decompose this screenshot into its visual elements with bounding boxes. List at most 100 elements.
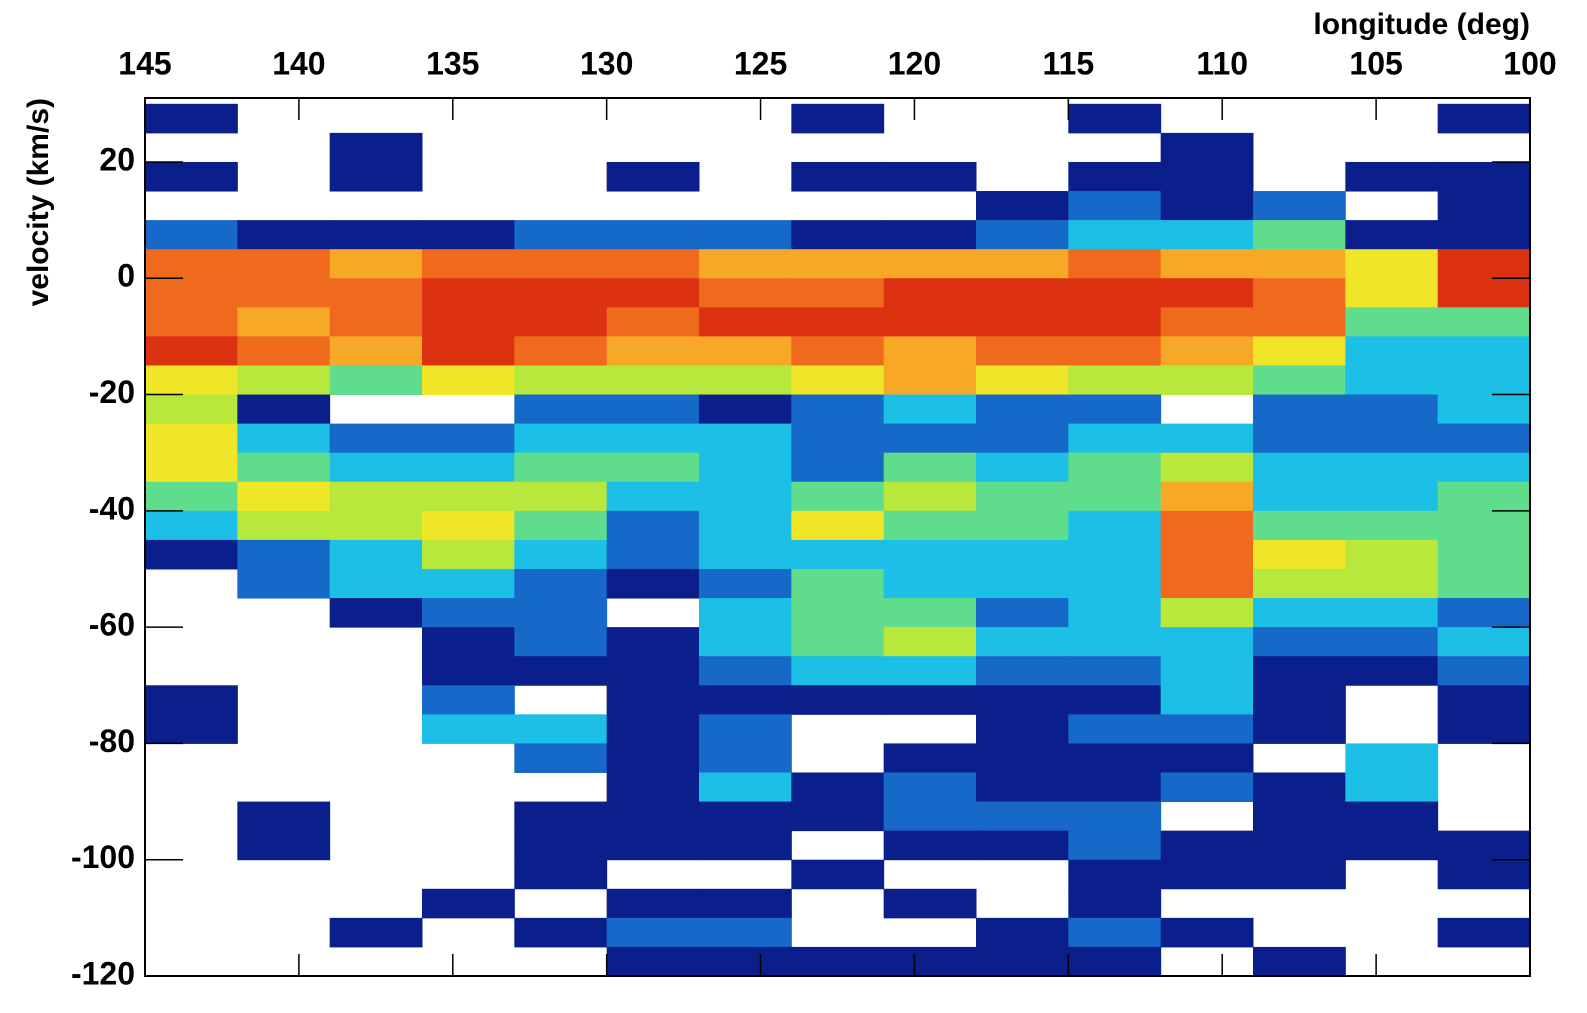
heatmap-cell (422, 249, 515, 279)
heatmap-cell (329, 132, 423, 163)
heatmap-cell (1437, 481, 1531, 512)
heatmap-cell (1253, 627, 1346, 657)
heatmap-cell (699, 685, 792, 715)
heatmap-cell (606, 365, 700, 396)
heatmap-cell (699, 598, 792, 628)
heatmap-cell (791, 278, 885, 308)
heatmap-cell (606, 394, 700, 425)
heatmap-cell (145, 481, 238, 512)
heatmap-cell (606, 801, 700, 832)
heatmap-cell (976, 568, 1069, 599)
heatmap-cell (1345, 307, 1439, 337)
heatmap-cell (1160, 249, 1254, 279)
heatmap-cell (791, 772, 885, 803)
heatmap-cell (791, 598, 885, 628)
heatmap-cell (1068, 888, 1162, 919)
heatmap-cell (1068, 510, 1162, 541)
heatmap-cell (606, 656, 700, 686)
heatmap-cell (1160, 161, 1254, 192)
heatmap-cell (699, 714, 792, 744)
heatmap-cell (1160, 859, 1254, 890)
heatmap-cell (606, 772, 700, 803)
heatmap-cell (1160, 627, 1254, 657)
heatmap-cell (1437, 103, 1531, 134)
heatmap-cell (1068, 191, 1162, 221)
x-tick-label: 110 (1196, 45, 1248, 81)
heatmap-cell (976, 685, 1069, 715)
heatmap-cell (1253, 685, 1346, 715)
heatmap-cell (976, 423, 1069, 454)
heatmap-cell (1437, 568, 1531, 599)
heatmap-cell (883, 161, 977, 192)
heatmap-cell (976, 249, 1069, 279)
heatmap-cell (883, 627, 977, 657)
heatmap-cell (606, 307, 700, 337)
heatmap-cell (145, 365, 238, 396)
heatmap-cell (1437, 249, 1531, 279)
x-tick-label: 130 (580, 45, 633, 81)
x-axis-title: longitude (deg) (1313, 8, 1530, 41)
heatmap-cell (1345, 336, 1439, 366)
heatmap-cell (791, 423, 885, 454)
y-tick-label: -120 (71, 955, 135, 991)
heatmap-cell (699, 249, 792, 279)
heatmap-cell (699, 888, 792, 919)
heatmap-cell (883, 685, 977, 715)
heatmap-cell (1160, 191, 1254, 221)
heatmap-cell (883, 336, 977, 366)
heatmap-cell (699, 568, 792, 599)
heatmap-cell (329, 220, 423, 250)
heatmap-cell (791, 656, 885, 686)
heatmap-cell (791, 627, 885, 657)
heatmap-cell (514, 336, 608, 366)
heatmap-cell (1160, 423, 1254, 454)
x-tick-label: 105 (1349, 45, 1402, 81)
heatmap-cell (606, 336, 700, 366)
heatmap-cell (1068, 859, 1162, 890)
heatmap-cell (606, 946, 700, 977)
heatmap-cell (237, 423, 331, 454)
heatmap-cell (237, 394, 331, 425)
heatmap-cell (1068, 278, 1162, 308)
heatmap-cell (329, 568, 423, 599)
heatmap-cell (1068, 568, 1162, 599)
heatmap-cell (514, 423, 608, 454)
heatmap-cell (422, 220, 515, 250)
heatmap-cell (514, 830, 608, 861)
heatmap-cell (1345, 801, 1439, 832)
heatmap-cell (976, 743, 1069, 773)
heatmap-cell (514, 365, 608, 396)
heatmap-cell (145, 336, 238, 366)
heatmap-cell (883, 946, 977, 977)
heatmap-cell (606, 568, 700, 599)
heatmap-cell (606, 510, 700, 541)
heatmap-cell (883, 307, 977, 337)
heatmap-cell (1160, 656, 1254, 686)
heatmap-cell (1253, 307, 1346, 337)
heatmap-cell (1253, 191, 1346, 221)
heatmap-cell (1437, 830, 1531, 861)
heatmap-cell (329, 598, 423, 628)
heatmap-cell (1253, 946, 1346, 977)
heatmap-cell (883, 423, 977, 454)
heatmap-cell (1437, 220, 1531, 250)
heatmap-cell (514, 510, 608, 541)
heatmap-cell (422, 539, 515, 570)
heatmap-cell (329, 510, 423, 541)
heatmap-cell (237, 510, 331, 541)
heatmap-cell (1345, 510, 1439, 541)
heatmap-cell (883, 568, 977, 599)
heatmap-cell (1345, 161, 1439, 192)
heatmap-cell (883, 365, 977, 396)
heatmap-cell (422, 452, 515, 483)
plot-frame (144, 97, 1531, 977)
heatmap-cell (791, 103, 885, 134)
heatmap-cell (1437, 917, 1531, 948)
x-tick-label: 135 (426, 45, 479, 81)
heatmap-cell (1437, 539, 1531, 570)
y-tick-label: -40 (89, 490, 135, 526)
heatmap-cell (514, 307, 608, 337)
heatmap-cell (1068, 685, 1162, 715)
heatmap-cell (422, 568, 515, 599)
heatmap-cell (514, 220, 608, 250)
